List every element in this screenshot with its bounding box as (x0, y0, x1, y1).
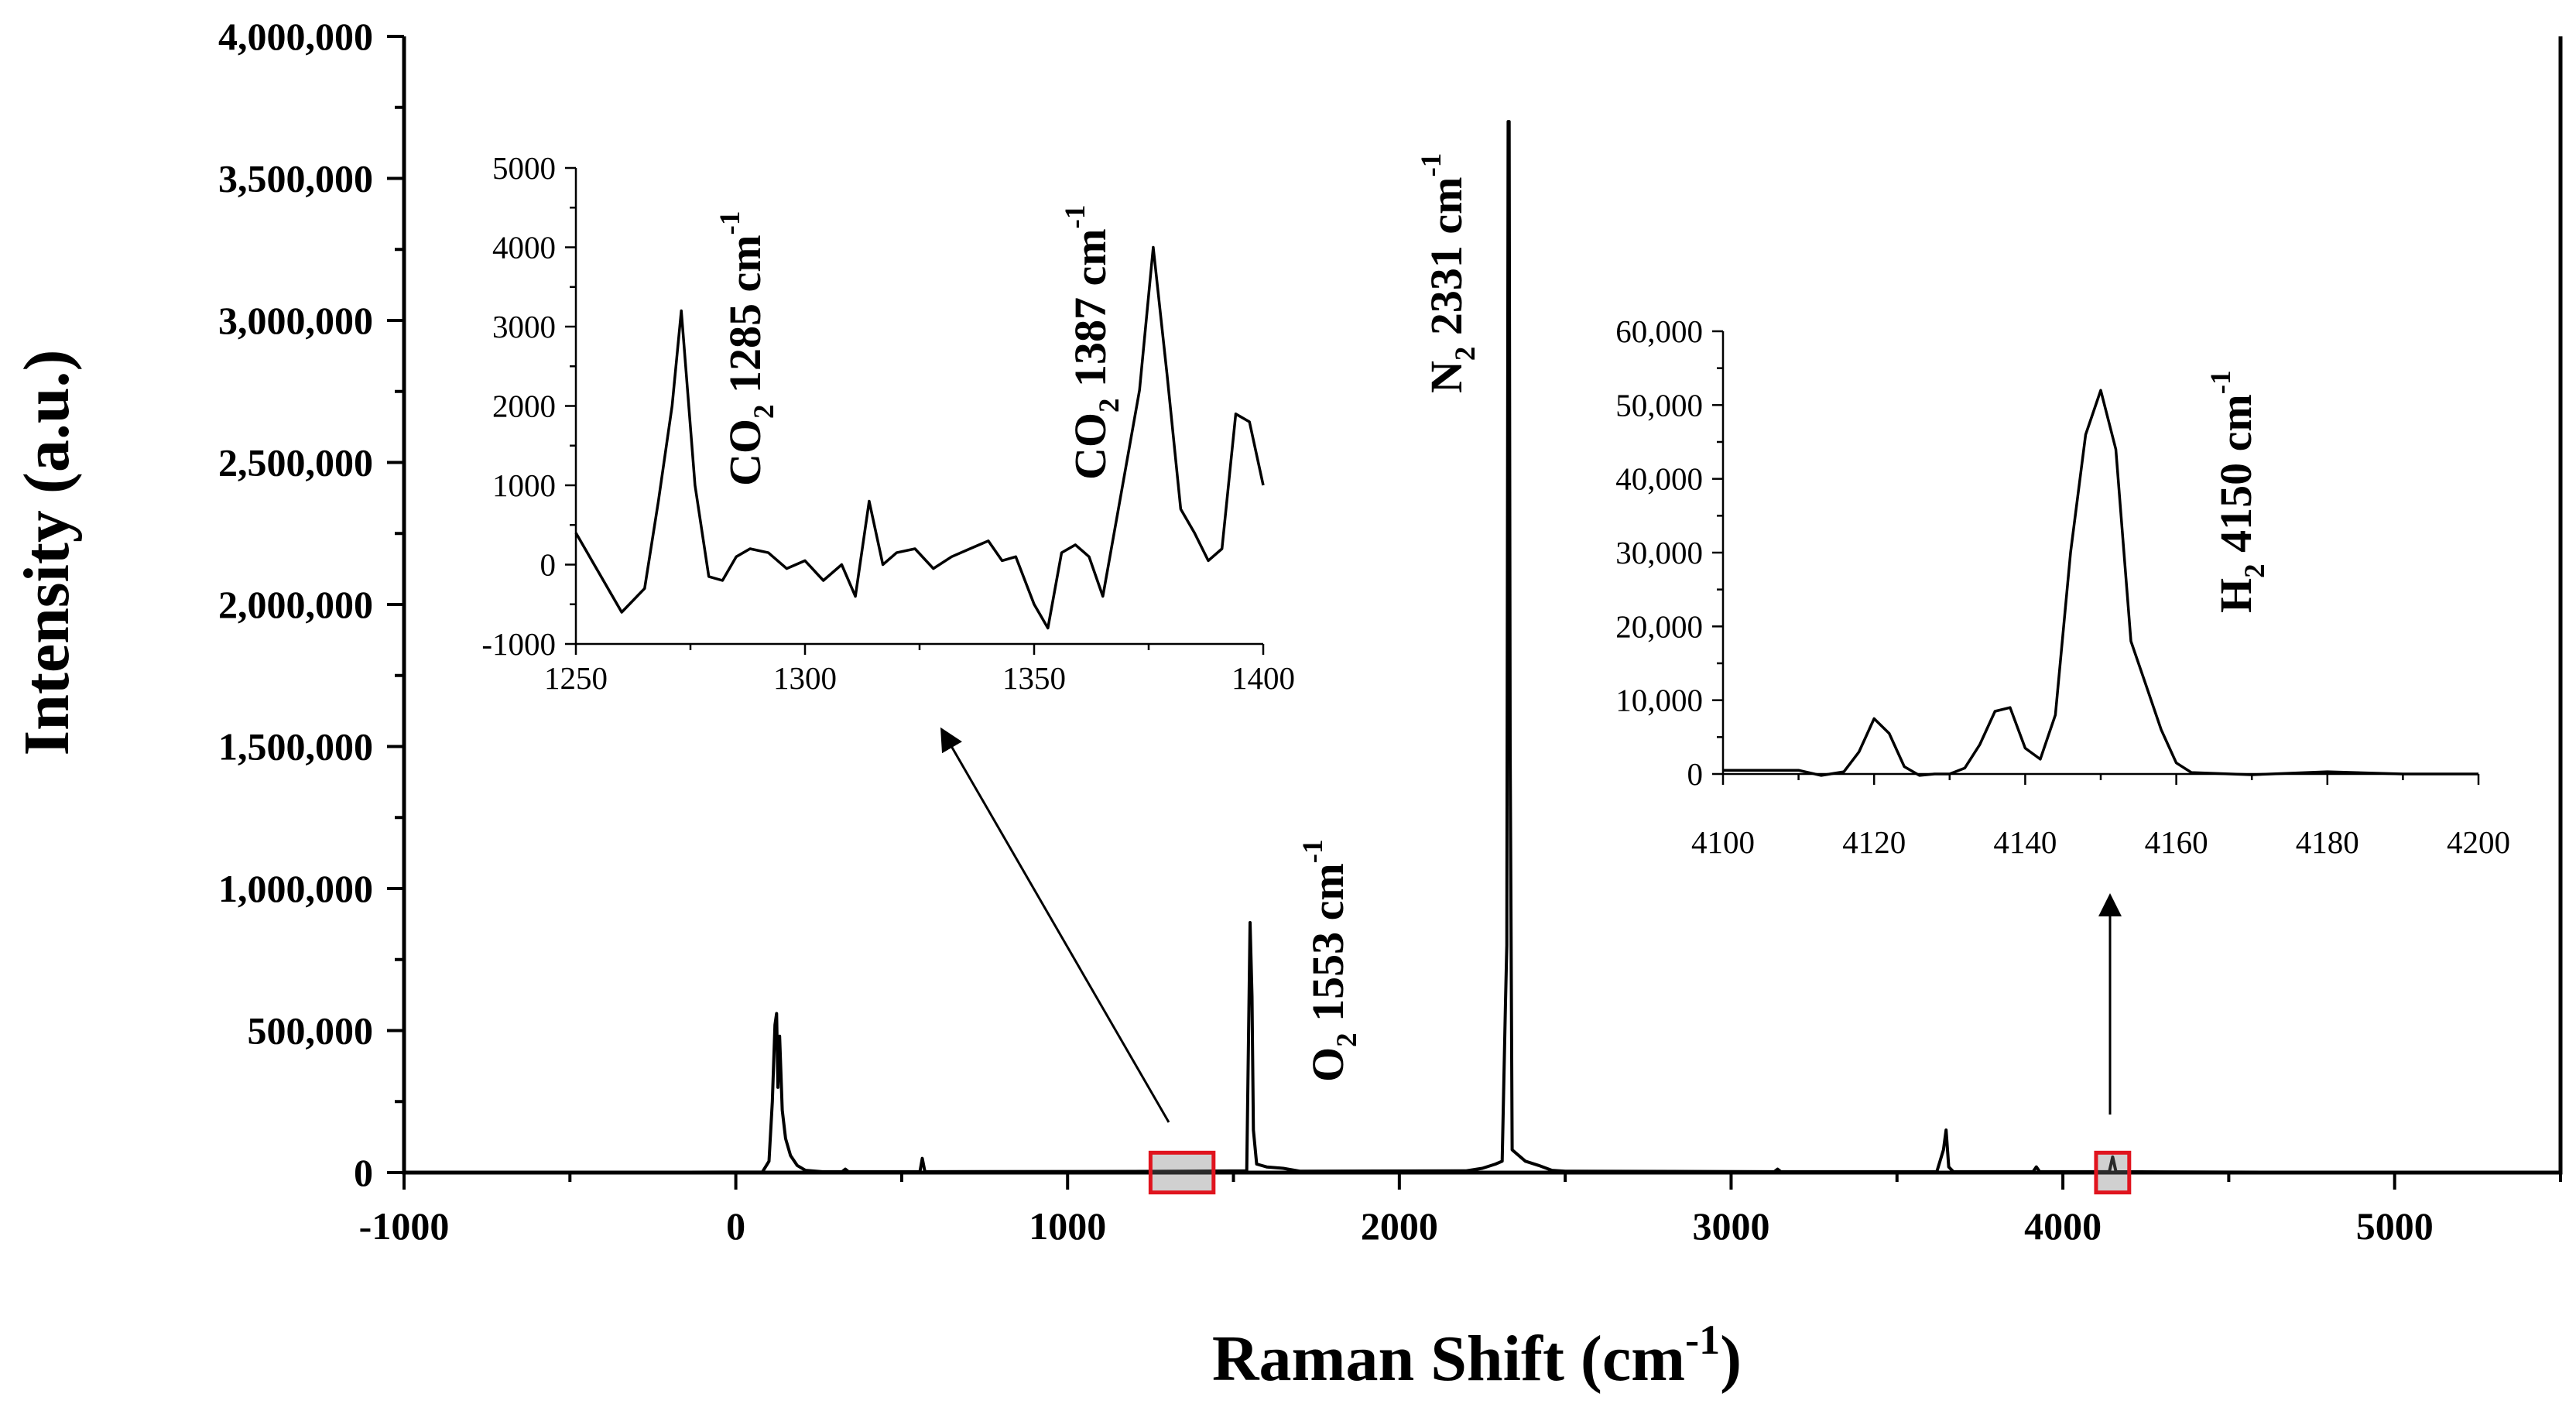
h2-y-tick-label: 40,000 (1615, 461, 1703, 497)
main-spectrum-line (553, 120, 2372, 1174)
peak-label-co2-1387-sub: 2 (1094, 399, 1125, 413)
h2-x-tick-label: 4160 (2145, 824, 2208, 860)
x-tick-label: 4000 (2024, 1204, 2102, 1248)
co2-y-tick-label: 0 (540, 547, 557, 583)
co2-y-tick-label: -1000 (481, 626, 556, 662)
x-tick-label: 1000 (1029, 1204, 1106, 1248)
co2-inset-axes (574, 168, 1263, 645)
h2-y-tick-label: 10,000 (1615, 683, 1703, 718)
peak-label-co2-1285: CO2 1285 cm-1 (714, 211, 780, 486)
y-tick-label: 4,000,000 (218, 15, 373, 58)
y-tick-label: 3,500,000 (218, 157, 373, 200)
peak-label-n2-sub: 2 (1450, 347, 1482, 361)
peak-label-co2-1285-sub: 2 (748, 405, 780, 419)
zoom-region-box (2094, 1150, 2132, 1195)
x-tick-label: -1000 (359, 1204, 450, 1248)
peak-label-co2-1285-text: 1285 cm (720, 235, 770, 404)
peak-label-co2-1285-species: CO (720, 419, 770, 486)
peak-label-co2-1387-sup: -1 (1060, 205, 1091, 229)
y-tick-label: 3,000,000 (218, 299, 373, 342)
peak-label-n2: N2 2331 cm-1 (1416, 153, 1482, 393)
peak-label-h2-4150: H2 4150 cm-1 (2205, 370, 2271, 613)
peak-label-n2-species: N (1421, 361, 1471, 393)
peak-label-o2: O2 1553 cm-1 (1297, 839, 1363, 1082)
x-tick-label: 0 (726, 1204, 745, 1248)
x-tick-label: 5000 (2356, 1204, 2434, 1248)
co2-y-tick-label: 2000 (492, 389, 556, 424)
x-axis-title: Raman Shift (cm-1) (1212, 1317, 1742, 1395)
peak-label-o2-sub: 2 (1331, 1032, 1363, 1047)
y-tick-label: 0 (354, 1151, 373, 1194)
co2-y-tick-label: 4000 (492, 230, 556, 265)
h2-y-tick-label: 20,000 (1615, 608, 1703, 644)
co2-spectrum-line (574, 245, 1265, 630)
h2-spectrum-line (1723, 389, 2478, 777)
peak-label-co2-1387-text: 1387 cm (1065, 228, 1115, 398)
peak-label-co2-1285-sup: -1 (714, 211, 746, 235)
zoom-region-box (1148, 1150, 1216, 1195)
y-tick-label: 2,000,000 (218, 583, 373, 626)
peak-label-o2-sup: -1 (1297, 839, 1329, 863)
peak-label-h2-4150-text: 4150 cm (2211, 394, 2261, 563)
peak-label-o2-species: O (1303, 1047, 1353, 1082)
h2-x-tick-label: 4200 (2447, 824, 2510, 860)
x-tick-label: 2000 (1361, 1204, 1438, 1248)
co2-y-tick-label: 1000 (492, 467, 556, 503)
h2-inset-axes (1721, 331, 2478, 776)
y-axis-title: Intensity (a.u.) (11, 349, 83, 755)
peak-label-h2-4150-species: H (2211, 578, 2261, 613)
co2-x-tick-label: 1300 (773, 660, 837, 696)
y-tick-label: 500,000 (248, 1009, 374, 1053)
y-tick-label: 1,500,000 (218, 725, 373, 769)
peak-label-n2-text: 2331 cm (1421, 177, 1471, 347)
h2-x-tick-label: 4120 (1842, 824, 1906, 860)
peak-label-h2-4150-sub: 2 (2239, 563, 2271, 578)
h2-y-tick-label: 30,000 (1615, 535, 1703, 570)
peak-label-co2-1387: CO2 1387 cm-1 (1060, 205, 1125, 480)
peak-label-n2-sup: -1 (1416, 153, 1447, 177)
peak-label-h2-4150-sup: -1 (2205, 370, 2237, 394)
h2-y-tick-label: 50,000 (1615, 387, 1703, 423)
co2-x-tick-label: 1250 (544, 660, 608, 696)
x-tick-label: 3000 (1692, 1204, 1769, 1248)
co2-x-tick-label: 1400 (1231, 660, 1295, 696)
h2-x-tick-label: 4180 (2296, 824, 2359, 860)
co2-y-tick-label: 3000 (492, 309, 556, 344)
y-tick-label: 2,500,000 (218, 441, 373, 485)
h2-y-tick-label: 0 (1687, 756, 1704, 792)
arrow-to-co2-inset (940, 727, 1170, 1123)
co2-x-tick-label: 1350 (1002, 660, 1066, 696)
y-tick-label: 1,000,000 (218, 867, 373, 910)
h2-y-tick-label: 60,000 (1615, 313, 1703, 349)
peak-label-o2-text: 1553 cm (1303, 863, 1353, 1032)
h2-x-tick-label: 4140 (1993, 824, 2057, 860)
co2-y-tick-label: 5000 (492, 150, 556, 186)
peak-label-co2-1387-species: CO (1065, 413, 1115, 480)
h2-x-tick-label: 4100 (1691, 824, 1755, 860)
